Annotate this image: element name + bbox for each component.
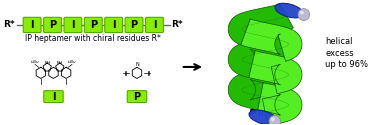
Circle shape xyxy=(300,11,304,14)
FancyBboxPatch shape xyxy=(127,91,147,102)
Text: NH: NH xyxy=(57,61,64,65)
Ellipse shape xyxy=(275,3,304,18)
Polygon shape xyxy=(228,4,293,45)
Circle shape xyxy=(269,115,280,125)
Text: IP heptamer with chiral residues R*: IP heptamer with chiral residues R* xyxy=(25,34,161,43)
Text: I: I xyxy=(52,92,55,102)
FancyBboxPatch shape xyxy=(146,17,163,32)
FancyBboxPatch shape xyxy=(84,17,102,32)
Polygon shape xyxy=(241,19,302,61)
Polygon shape xyxy=(249,51,302,94)
Text: P: P xyxy=(90,20,97,30)
FancyBboxPatch shape xyxy=(23,17,41,32)
Text: t-Bu: t-Bu xyxy=(68,60,76,64)
Circle shape xyxy=(298,9,310,20)
Text: I: I xyxy=(112,20,115,30)
Text: P: P xyxy=(133,92,141,102)
Text: P: P xyxy=(130,20,138,30)
Polygon shape xyxy=(258,83,302,125)
Polygon shape xyxy=(228,35,286,78)
Text: I: I xyxy=(71,20,75,30)
Circle shape xyxy=(271,117,275,121)
Text: helical
excess
up to 96%: helical excess up to 96% xyxy=(325,37,368,69)
Text: I: I xyxy=(30,20,34,30)
Text: R*: R* xyxy=(171,20,183,29)
Text: t-Bu: t-Bu xyxy=(31,60,39,64)
Text: I: I xyxy=(153,20,156,30)
FancyBboxPatch shape xyxy=(125,17,143,32)
FancyBboxPatch shape xyxy=(105,17,122,32)
FancyBboxPatch shape xyxy=(64,17,82,32)
Text: $\bfit{P}$ (or $\bfit{M}$): $\bfit{P}$ (or $\bfit{M}$) xyxy=(248,107,287,119)
Polygon shape xyxy=(228,67,277,110)
Text: NH: NH xyxy=(45,61,51,65)
Text: P: P xyxy=(49,20,56,30)
FancyBboxPatch shape xyxy=(43,17,62,32)
Text: N: N xyxy=(135,62,139,67)
Text: R*: R* xyxy=(3,20,15,29)
Ellipse shape xyxy=(249,110,277,125)
FancyBboxPatch shape xyxy=(44,91,63,102)
